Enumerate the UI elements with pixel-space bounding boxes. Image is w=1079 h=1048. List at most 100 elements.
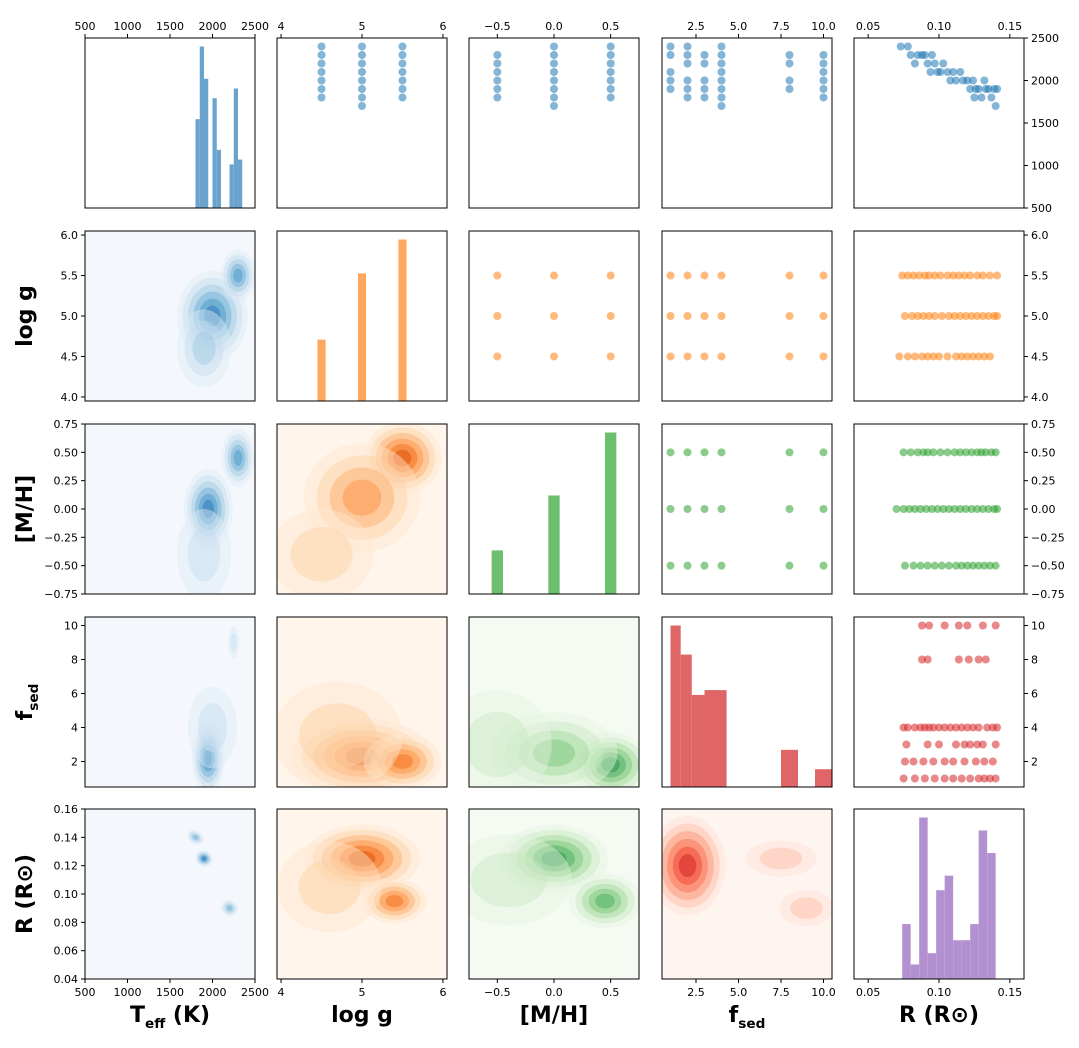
hist-bar-radius-3 — [927, 953, 937, 979]
scatter-point-logg_mh-7 — [550, 352, 558, 361]
scatter-point-teff_logg-0 — [317, 42, 326, 51]
panel-mh-vs-logg — [277, 424, 447, 594]
kde-background — [662, 809, 832, 979]
kde-contour-teff_mh-1-3 — [230, 444, 246, 472]
scatter-point-logg_radius-47 — [980, 352, 989, 361]
hist-bar-mh-0 — [491, 550, 503, 594]
scatter-point-teff_fsed-8 — [683, 76, 692, 85]
kde-background — [85, 424, 255, 594]
scatter-point-logg_fsed-10 — [785, 312, 794, 320]
scatter-point-teff_logg-12 — [358, 85, 366, 93]
scatter-point-logg_radius-11 — [960, 271, 969, 280]
scatter-point-fsed_radius-21 — [940, 723, 949, 732]
scatter-point-mh_radius-8 — [950, 448, 959, 457]
kde-contour-logg_fsed-0-2 — [312, 730, 412, 783]
kde-contour-teff_mh-1-0 — [221, 428, 255, 488]
top-tick-label-fsed: 5.0 — [730, 20, 748, 33]
hist-bar-radius-1 — [910, 964, 920, 979]
x-tick-label-radius: 0.10 — [927, 986, 952, 999]
x-tick-label-logg: 6 — [439, 986, 446, 999]
scatter-point-mh_radius-23 — [927, 505, 936, 513]
scatter-point-teff_mh-20 — [606, 93, 615, 102]
scatter-point-logg_radius-13 — [973, 271, 982, 280]
panel-teff-vs-fsed — [666, 42, 828, 110]
kde-contour-teff_logg-0-1 — [182, 277, 243, 355]
scatter-point-mh_radius-18 — [899, 505, 908, 513]
scatter-point-logg_radius-36 — [910, 352, 919, 361]
panel-radius-vs-mh — [469, 809, 639, 979]
kde-contour-teff_fsed-1-1 — [197, 703, 228, 752]
kde-contour-mh_radius-2-1 — [470, 852, 547, 908]
scatter-point-teff_mh-2 — [493, 68, 502, 76]
top-tick-label-fsed: 7.5 — [772, 20, 790, 33]
scatter-point-teff_logg-19 — [398, 76, 407, 85]
scatter-point-fsed_radius-55 — [949, 774, 958, 783]
x-tick-label-radius: 0.05 — [856, 986, 881, 999]
kde-contour-mh_radius-1-0 — [568, 873, 639, 929]
scatter-point-teff_radius-17 — [952, 76, 960, 85]
scatter-point-logg_radius-27 — [961, 312, 970, 320]
scatter-point-teff_fsed-27 — [785, 85, 794, 93]
scatter-point-teff_radius-28 — [984, 85, 993, 93]
kde-contour-teff_radius-2-3 — [192, 834, 199, 840]
y-tick-label-fsed: 4 — [71, 722, 78, 735]
scatter-point-fsed_radius-32 — [923, 740, 932, 749]
x-tick-label-fsed: 2.5 — [687, 986, 705, 999]
scatter-point-teff_fsed-6 — [683, 51, 692, 59]
kde-background — [277, 809, 447, 979]
kde-contour-logg_mh-1-2 — [329, 467, 395, 528]
top-tick-label-teff: 1500 — [156, 20, 184, 33]
x-tick-label-logg: 4 — [278, 986, 285, 999]
y-tick-label-radius: 0.12 — [54, 860, 79, 873]
panel-mh-vs-teff — [85, 424, 255, 594]
scatter-point-fsed_radius-12 — [981, 655, 990, 664]
scatter-point-teff_fsed-12 — [700, 59, 709, 68]
scatter-point-teff_logg-21 — [398, 93, 407, 102]
panel-teff-vs-teff — [195, 46, 243, 208]
y-tick-label-logg: 4.5 — [61, 350, 79, 363]
scatter-point-teff_radius-29 — [987, 93, 996, 102]
scatter-point-fsed_radius-52 — [920, 774, 929, 783]
panel-frame-3-0 — [84, 616, 256, 788]
scatter-point-fsed_radius-31 — [902, 740, 911, 749]
panel-frame-3-4 — [853, 616, 1025, 788]
scatter-point-teff_fsed-5 — [683, 42, 692, 51]
scatter-point-fsed_radius-33 — [935, 740, 943, 749]
y-tick-label-radius: 0.08 — [54, 916, 79, 929]
right-tick-label-mh: −0.75 — [1031, 588, 1065, 601]
scatter-point-teff_logg-4 — [317, 76, 326, 85]
panel-teff-vs-mh — [493, 42, 615, 110]
panel-frame-1-3 — [661, 230, 833, 402]
kde-contour-fsed_radius-0-2 — [662, 831, 714, 901]
kde-contour-teff_logg-2-2 — [192, 331, 216, 366]
scatter-point-logg_radius-20 — [919, 312, 928, 320]
scatter-point-teff_mh-0 — [493, 51, 502, 59]
scatter-point-teff_fsed-14 — [700, 85, 709, 93]
scatter-point-mh_fsed-3 — [717, 448, 726, 457]
scatter-point-mh_radius-11 — [967, 448, 976, 457]
top-tick-label-teff: 1000 — [114, 20, 142, 33]
kde-background — [469, 617, 639, 787]
hist-bar-mh-1 — [548, 495, 560, 594]
scatter-point-logg_radius-7 — [936, 271, 945, 280]
hist-bar-mh-2 — [605, 432, 617, 594]
scatter-point-logg_mh-8 — [606, 352, 615, 361]
scatter-point-mh_radius-38 — [916, 561, 925, 570]
scatter-point-fsed_radius-53 — [930, 774, 939, 783]
scatter-point-teff_fsed-13 — [700, 76, 709, 85]
scatter-point-logg_fsed-14 — [700, 352, 709, 361]
scatter-point-teff_logg-7 — [358, 42, 366, 51]
scatter-point-teff_fsed-17 — [717, 51, 726, 59]
scatter-point-mh_radius-10 — [961, 448, 970, 457]
right-tick-label-teff: 2500 — [1031, 32, 1059, 45]
scatter-point-mh_radius-27 — [950, 505, 959, 513]
scatter-point-teff_mh-11 — [550, 85, 558, 93]
scatter-point-teff_radius-13 — [939, 59, 948, 68]
scatter-point-fsed_radius-56 — [957, 774, 966, 783]
panel-radius-vs-teff — [85, 809, 255, 979]
scatter-point-logg_radius-0 — [898, 271, 907, 280]
top-tick-label-fsed: 2.5 — [687, 20, 705, 33]
kde-contour-teff_radius-1-2 — [224, 903, 235, 913]
kde-contour-teff_radius-0-2 — [197, 852, 211, 865]
scatter-point-teff_fsed-0 — [666, 42, 675, 51]
